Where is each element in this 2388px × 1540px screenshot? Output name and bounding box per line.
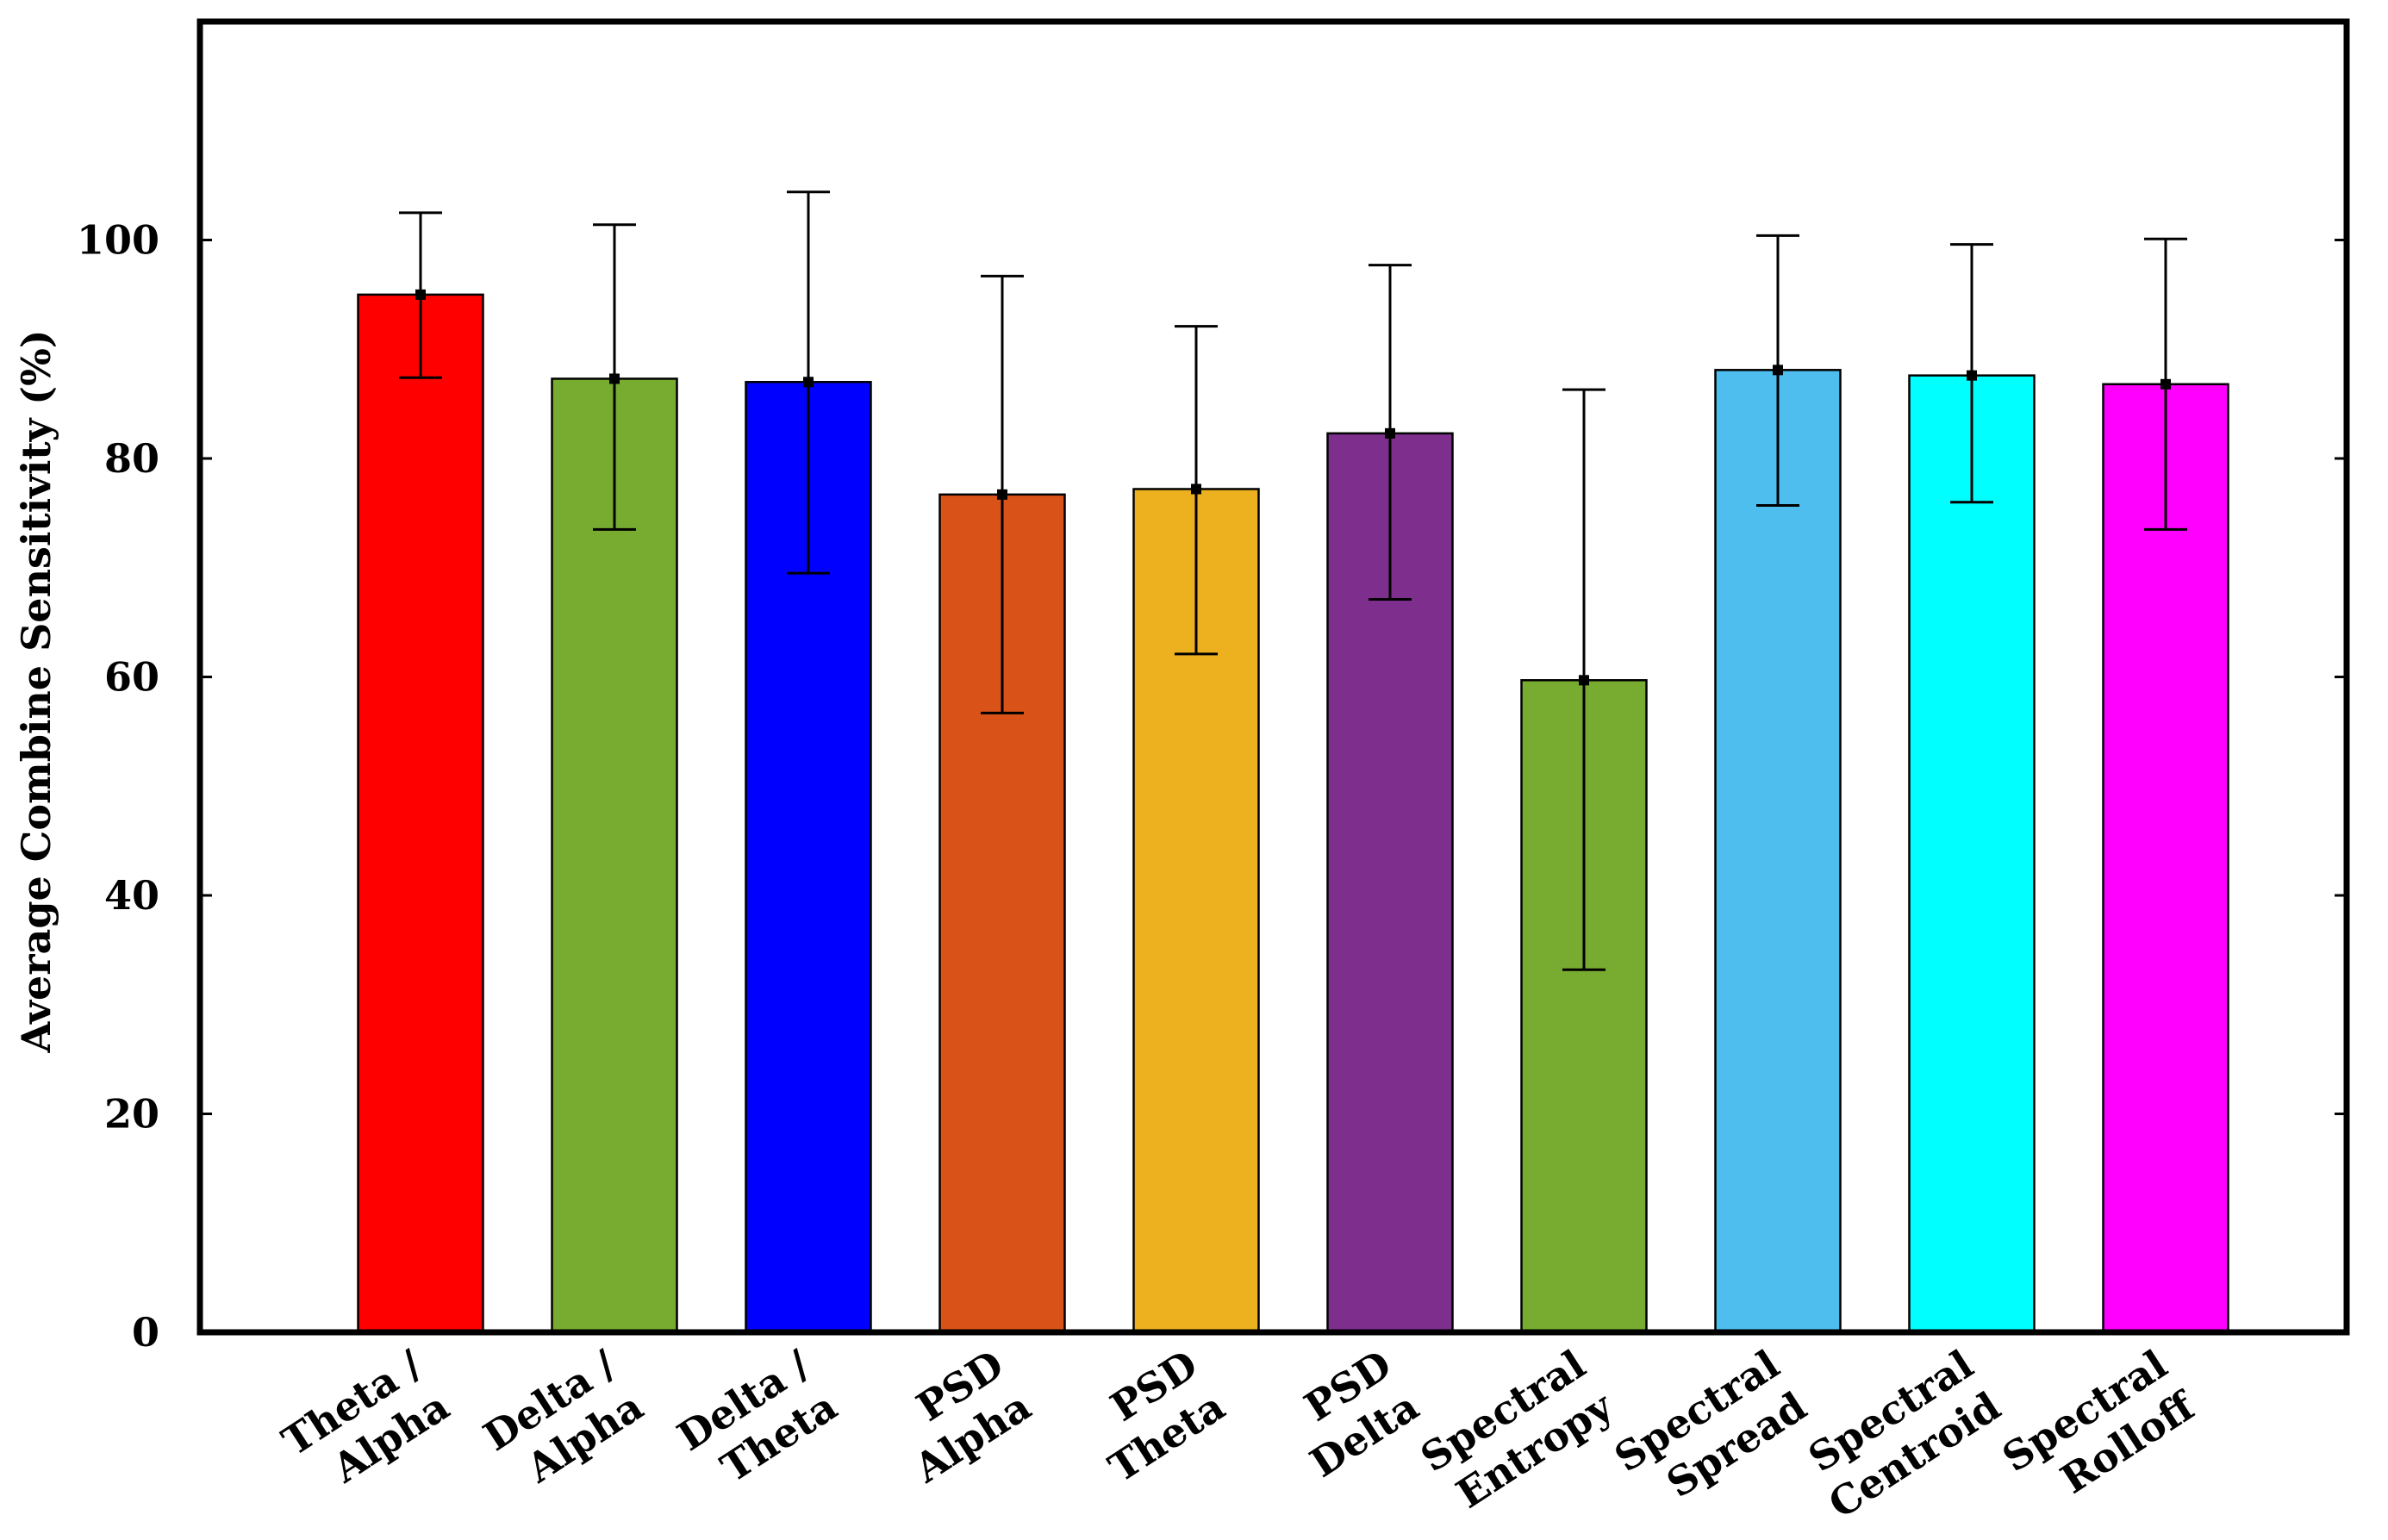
- bars-layer: [357, 293, 2229, 1334]
- y-axis: 0 20 40 60 80 100: [77, 217, 2347, 1356]
- bar-0: [357, 293, 484, 1334]
- y-axis-title: Average Combine Sensitivity (%): [13, 329, 59, 1053]
- x-tick-label-7: SpectralSpread: [1606, 1341, 1815, 1523]
- mean-marker: [609, 373, 620, 384]
- x-tick-label-6: SpectralEntropy: [1412, 1340, 1622, 1523]
- mean-marker: [2160, 378, 2171, 390]
- y-tick-label: 100: [77, 217, 159, 264]
- y-tick-label: 40: [104, 872, 159, 919]
- x-tick-label-5: PSDDelta: [1275, 1341, 1426, 1487]
- y-tick-label: 80: [104, 435, 159, 482]
- mean-marker: [415, 289, 426, 300]
- mean-marker: [1191, 483, 1201, 495]
- error-bar-1: [593, 223, 636, 531]
- x-tick-label-2: Delta /Theta: [670, 1341, 845, 1502]
- error-bar-9: [2144, 237, 2187, 531]
- error-bar-5: [1369, 264, 1412, 602]
- error-bar-0: [399, 211, 442, 379]
- y-tick-label: 60: [104, 654, 159, 701]
- x-tick-label-3: PSDAlpha: [878, 1341, 1038, 1492]
- x-tick-label-9: SpectralRolloff: [1994, 1339, 2204, 1523]
- mean-marker: [1579, 675, 1589, 686]
- x-tick-label-0: Theta /Alpha: [274, 1341, 458, 1507]
- bar-7: [1714, 369, 1842, 1334]
- bar-1: [551, 377, 678, 1334]
- error-bar-3: [981, 274, 1024, 714]
- x-tick-label-8: SpectralCentroid: [1793, 1341, 2009, 1528]
- errorbars-layer: [399, 190, 2187, 971]
- error-bar-2: [787, 190, 830, 575]
- x-tick-label-4: PSDTheta: [1073, 1341, 1232, 1492]
- mean-marker: [803, 377, 814, 388]
- y-tick-label: 0: [132, 1309, 159, 1356]
- mean-marker: [1385, 427, 1395, 439]
- x-tick-label-1: Delta /Alpha: [476, 1341, 652, 1502]
- error-bar-6: [1562, 388, 1606, 971]
- x-axis: Theta /Alpha Delta /Alpha Delta /Theta PSDA…: [274, 1339, 2204, 1528]
- mean-marker: [1967, 370, 1977, 381]
- bar-8: [1908, 374, 2036, 1334]
- y-tick-label: 20: [104, 1091, 159, 1138]
- error-bar-4: [1175, 325, 1218, 656]
- error-bar-7: [1756, 234, 1799, 508]
- error-bar-8: [1950, 243, 1993, 504]
- mean-marker: [1773, 365, 1783, 376]
- mean-marker: [997, 489, 1007, 500]
